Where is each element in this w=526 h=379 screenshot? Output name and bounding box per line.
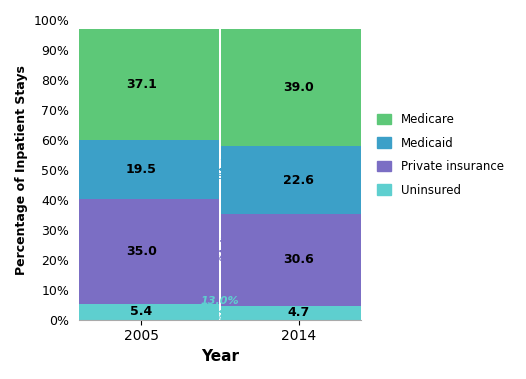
Bar [221,305,377,320]
Bar [64,29,219,140]
Legend: Medicare, Medicaid, Private insurance, Uninsured: Medicare, Medicaid, Private insurance, U… [372,108,509,202]
Text: 37.1: 37.1 [126,78,157,91]
X-axis label: Year: Year [201,349,239,364]
Text: 35.0: 35.0 [126,244,157,258]
Text: increase: increase [196,171,244,181]
Text: 4.7: 4.7 [288,306,310,319]
Text: decrease: decrease [195,252,246,263]
Text: 5.4: 5.4 [130,305,152,318]
Text: 30.6: 30.6 [284,253,314,266]
Bar [221,29,377,146]
Text: 22.6: 22.6 [284,174,315,186]
Bar [221,146,377,214]
Bar [64,140,219,199]
Text: 15.7%: 15.7% [201,152,239,162]
Bar [221,214,377,305]
Text: 19.5: 19.5 [126,163,157,176]
Text: 39.0: 39.0 [284,81,314,94]
Y-axis label: Percentage of Inpatient Stays: Percentage of Inpatient Stays [15,65,28,275]
Bar [64,199,219,304]
Text: 12.5%: 12.5% [201,233,239,244]
Text: decrease: decrease [195,312,246,322]
Bar [64,304,219,320]
Text: 13.0%: 13.0% [201,296,239,305]
